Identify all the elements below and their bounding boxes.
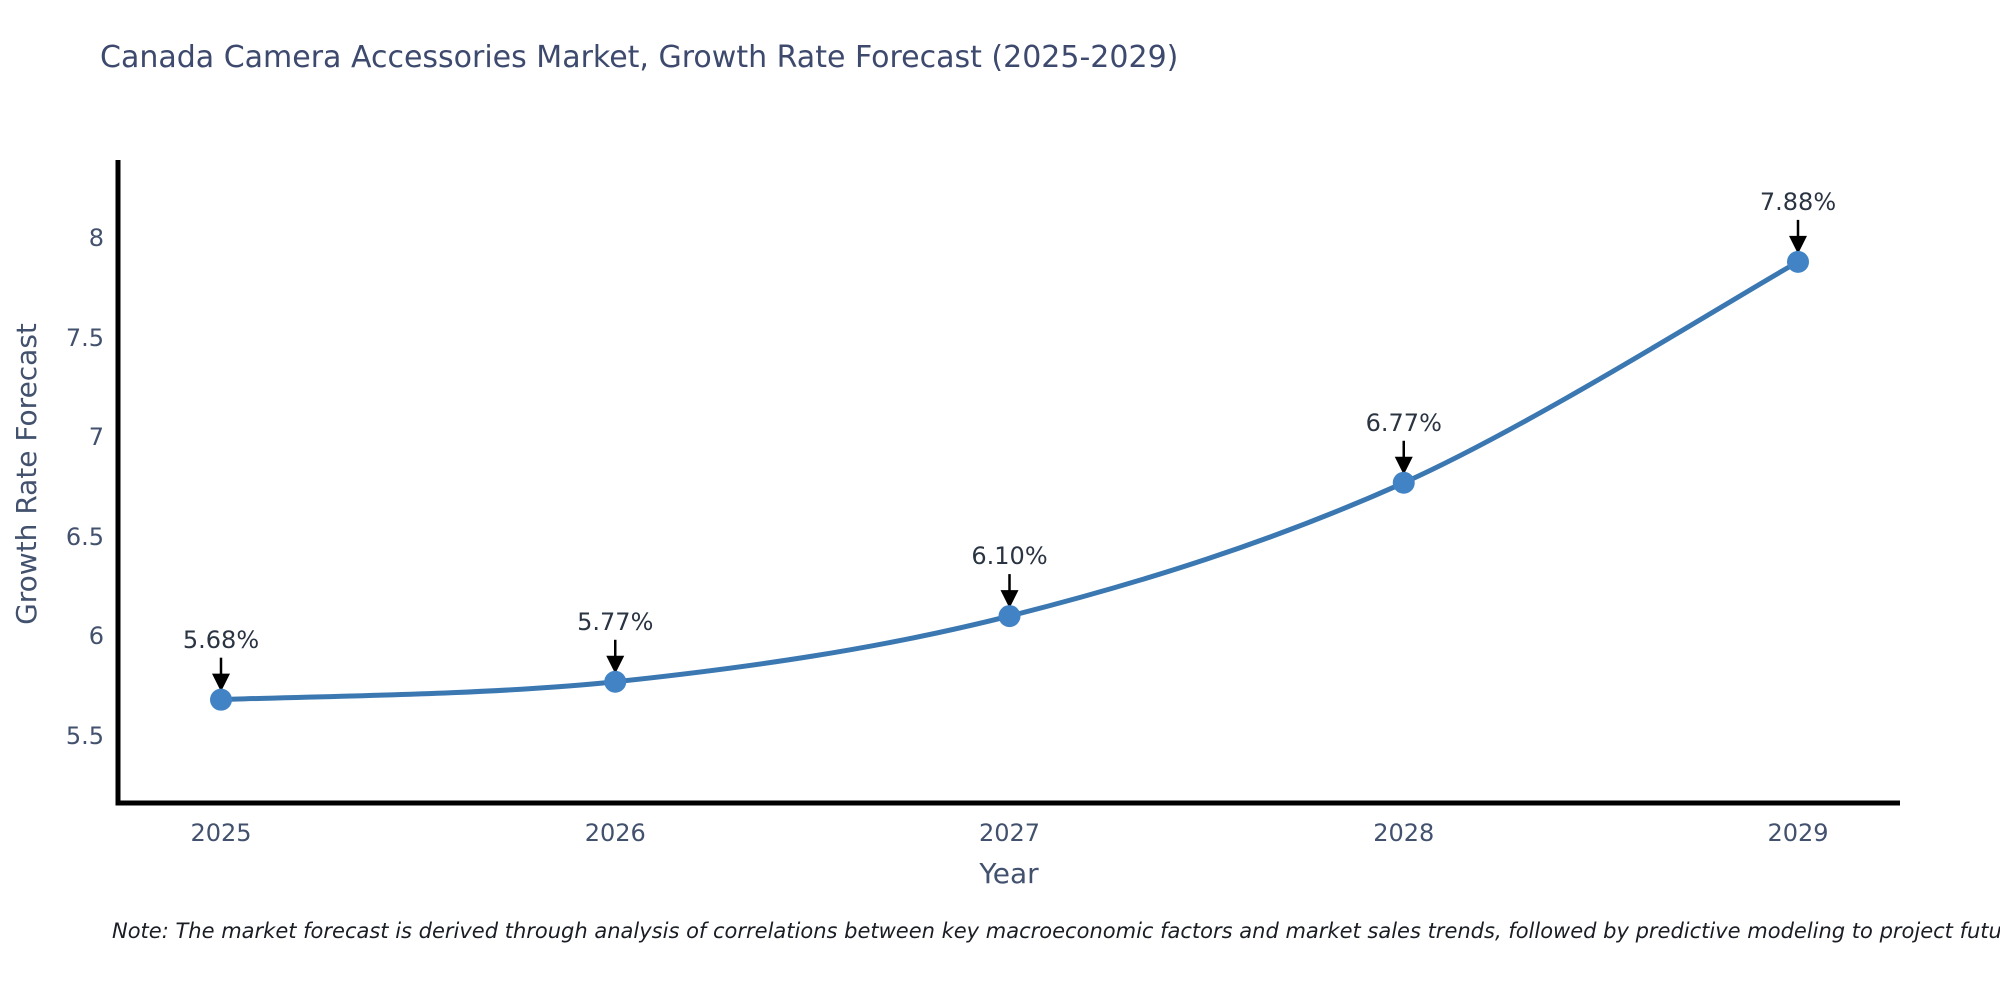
forecast-line: [220, 259, 1800, 703]
y-tick-label: 8: [88, 224, 104, 252]
y-tick-label: 6: [88, 622, 104, 650]
data-point-annotation: 7.88%: [1759, 187, 1837, 216]
data-point-annotation: 6.77%: [1365, 408, 1442, 437]
annotation-arrow-head: [1000, 590, 1019, 609]
data-point-annotation: 6.10%: [971, 542, 1048, 571]
x-tick-label: 2029: [1767, 819, 1829, 847]
x-axis-title: Year: [979, 857, 1039, 890]
annotation-arrow-head: [1394, 456, 1413, 475]
y-tick-label: 7.5: [65, 323, 104, 352]
data-point-marker: [998, 605, 1021, 628]
y-tick-label: 7: [88, 423, 104, 451]
x-tick-label: 2025: [190, 819, 252, 847]
y-tick-label: 5.5: [65, 721, 104, 750]
data-point-marker: [1392, 471, 1415, 494]
data-point-marker: [210, 688, 232, 711]
y-axis-title: Growth Rate Forecast: [10, 323, 43, 625]
annotation-arrow-head: [606, 655, 625, 674]
y-tick-label: 6.5: [65, 522, 104, 551]
footnote: Note: The market forecast is derived thr…: [112, 919, 2000, 943]
chart-title: Canada Camera Accessories Market, Growth…: [100, 40, 1179, 75]
x-tick-label: 2027: [978, 819, 1041, 847]
data-point-annotation: 5.68%: [182, 625, 260, 654]
x-tick-label: 2026: [584, 819, 646, 847]
annotation-arrow-head: [212, 673, 230, 692]
data-point-marker: [1787, 250, 1809, 273]
x-tick-label: 2028: [1373, 819, 1435, 847]
axis-lines: [115, 160, 1900, 806]
data-point-annotation: 5.77%: [577, 607, 654, 636]
annotation-arrow-head: [1789, 235, 1807, 254]
data-point-marker: [604, 670, 627, 693]
